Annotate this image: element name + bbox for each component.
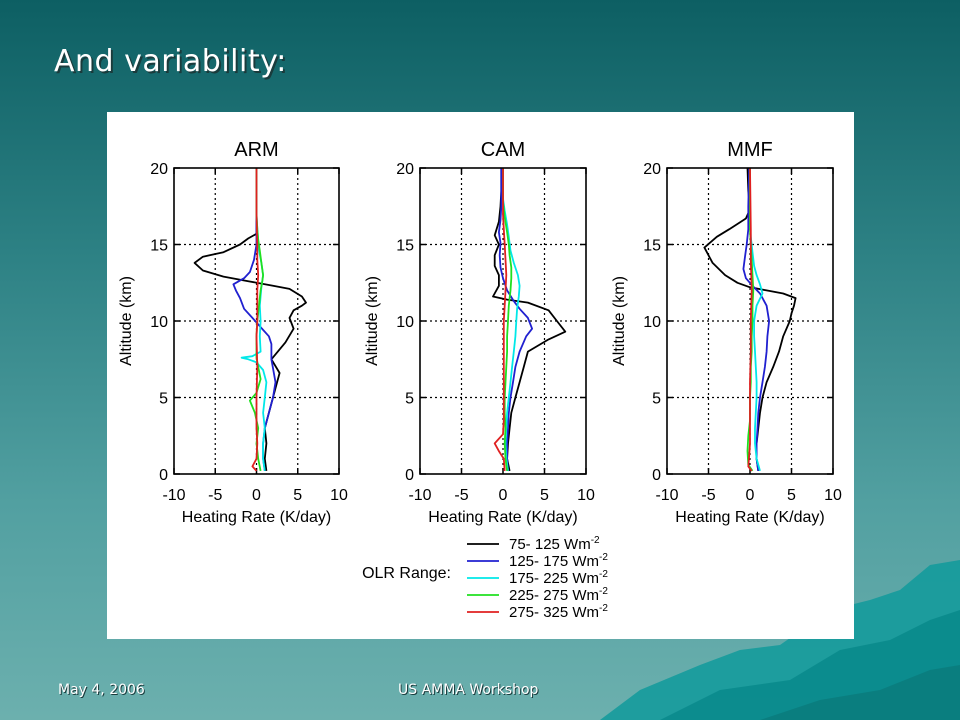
mmf-ytick-label: 20 xyxy=(643,161,661,178)
arm-series-125_175 xyxy=(232,168,277,472)
legend-entry-2: 175- 225 Wm-2 xyxy=(509,569,608,587)
mmf-series-125_175 xyxy=(742,167,770,472)
footer-event: US AMMA Workshop xyxy=(398,682,539,698)
mmf-xtick-label: -10 xyxy=(655,487,678,504)
arm-title: ARM xyxy=(234,139,278,161)
mmf-ytick-label: 10 xyxy=(643,314,661,331)
mmf-xlabel: Heating Rate (K/day) xyxy=(675,509,824,526)
mmf-plot-frame xyxy=(666,167,834,475)
mmf-ytick-label: 5 xyxy=(652,391,661,408)
arm-ytick-label: 0 xyxy=(159,467,168,484)
arm-ytick-label: 20 xyxy=(150,161,168,178)
arm-xtick-label: 10 xyxy=(330,487,348,504)
legend-entry-0: 75- 125 Wm-2 xyxy=(509,535,600,553)
mmf-title: MMF xyxy=(727,139,773,161)
cam-xtick-label: 0 xyxy=(499,487,508,504)
arm-series-275_325 xyxy=(251,168,260,472)
mmf-series-75_125 xyxy=(703,167,797,472)
cam-ylabel: Altitude (km) xyxy=(364,276,381,366)
arm-plot-frame xyxy=(173,167,340,475)
cam-series-75_125 xyxy=(492,168,567,472)
arm-xtick-label: 0 xyxy=(252,487,261,504)
mmf-xtick-label: -5 xyxy=(701,487,715,504)
cam-ytick-label: 5 xyxy=(405,391,414,408)
cam-ytick-label: 0 xyxy=(405,467,414,484)
cam-series-275_325 xyxy=(493,168,508,471)
heating-rate-figure: -10 -5 0 5 10 0 5 10 15 20 ARM Heating Rate (K/day)… xyxy=(118,139,842,621)
arm-series-75_125 xyxy=(193,168,307,472)
mmf-xtick-label: 10 xyxy=(824,487,842,504)
figure-panel: -10 -5 0 5 10 0 5 10 15 20 ARM Heating Rate (K/day)… xyxy=(107,112,854,639)
footer-date: May 4, 2006 xyxy=(58,682,145,698)
arm-xtick-label: -5 xyxy=(208,487,222,504)
arm-ytick-label: 5 xyxy=(159,391,168,408)
arm-xtick-label: -10 xyxy=(162,487,185,504)
legend-entry-4: 275- 325 Wm-2 xyxy=(509,603,608,621)
arm-ytick-label: 10 xyxy=(150,314,168,331)
cam-title: CAM xyxy=(481,139,525,161)
mmf-ylabel: Altitude (km) xyxy=(611,276,628,366)
cam-xtick-label: -5 xyxy=(454,487,468,504)
legend-entry-1: 125- 175 Wm-2 xyxy=(509,552,608,570)
cam-xtick-label: 5 xyxy=(540,487,549,504)
mmf-xtick-label: 5 xyxy=(787,487,796,504)
arm-xtick-label: 5 xyxy=(293,487,302,504)
arm-xlabel: Heating Rate (K/day) xyxy=(182,509,331,526)
slide-title: And variability: xyxy=(54,44,287,79)
cam-plot-frame xyxy=(419,167,587,475)
legend-title: OLR Range: xyxy=(362,565,451,582)
legend-entry-3: 225- 275 Wm-2 xyxy=(509,586,608,604)
mmf-ytick-label: 0 xyxy=(652,467,661,484)
mmf-ytick-label: 15 xyxy=(643,238,661,255)
cam-xtick-label: 10 xyxy=(577,487,595,504)
cam-xtick-label: -10 xyxy=(408,487,431,504)
arm-ylabel: Altitude (km) xyxy=(118,276,135,366)
mmf-series-175_225 xyxy=(749,168,764,472)
cam-ytick-label: 20 xyxy=(396,161,414,178)
cam-series-225_275 xyxy=(502,168,513,472)
cam-xlabel: Heating Rate (K/day) xyxy=(428,509,577,526)
arm-ytick-label: 15 xyxy=(150,238,168,255)
cam-series-175_225 xyxy=(502,168,521,472)
cam-series-125_175 xyxy=(497,168,534,471)
cam-ytick-label: 15 xyxy=(396,238,414,255)
mmf-xtick-label: 0 xyxy=(746,487,755,504)
mmf-series-275_325 xyxy=(747,167,753,472)
cam-ytick-label: 10 xyxy=(396,314,414,331)
